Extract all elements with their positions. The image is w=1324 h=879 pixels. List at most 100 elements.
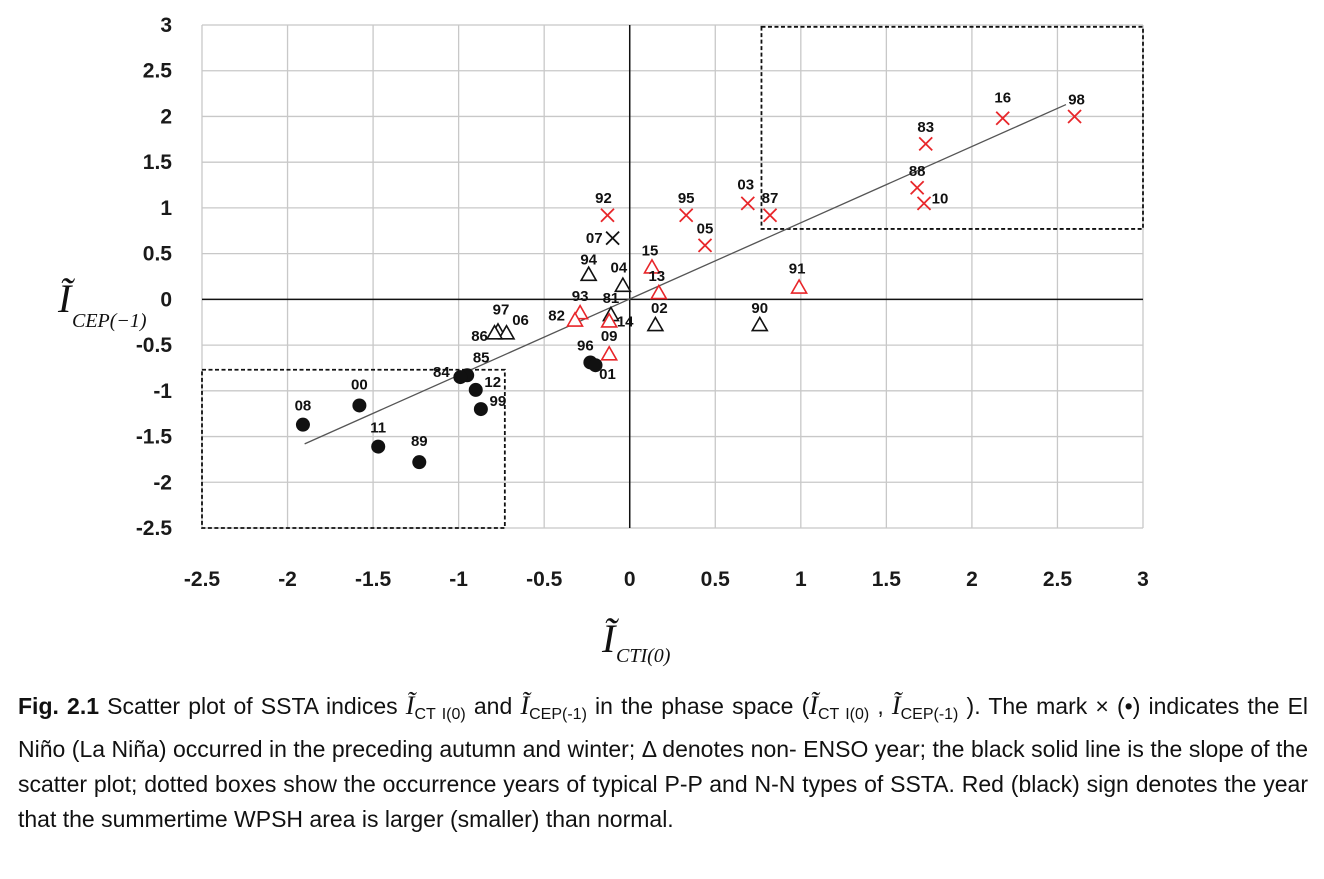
x-tick-label: 0.5: [701, 568, 731, 591]
point-label: 04: [611, 260, 628, 277]
point-00: 00: [351, 376, 368, 413]
x-axis-symbol: Ĩ: [601, 616, 619, 661]
y-axis-label: Ĩ CEP(−1): [57, 276, 147, 332]
point-label: 83: [917, 119, 934, 136]
point-label: 16: [994, 89, 1011, 106]
dot-mark: [468, 382, 483, 397]
x-tick-label: -1.5: [355, 568, 392, 591]
point-label: 89: [411, 433, 428, 450]
regression-line: [304, 103, 1067, 445]
dotted-box: [760, 25, 1144, 230]
caption-symbol-2: Ĩ: [520, 691, 530, 720]
point-label: 11: [370, 420, 386, 437]
figure-caption: Fig. 2.1 Scatter plot of SSTA indices ĨC…: [18, 688, 1308, 837]
y-tick-label: 3: [160, 14, 172, 37]
x-tick-label: 0: [624, 568, 636, 591]
point-label: 94: [580, 252, 597, 269]
point-label: 12: [484, 374, 501, 391]
point-label: 96: [577, 337, 594, 354]
triangle-mark: [600, 345, 619, 361]
point-label: 91: [789, 260, 806, 277]
caption-sub-1: CT I(0): [414, 706, 466, 723]
triangle-mark: [649, 283, 668, 300]
triangle-mark: [790, 278, 808, 294]
triangle-mark: [485, 324, 504, 340]
point-86: 86: [471, 324, 504, 345]
x-mark: [918, 136, 933, 152]
dot-mark: [295, 417, 310, 432]
y-tick-label: -1.5: [136, 426, 173, 449]
point-82: 82: [548, 307, 584, 327]
point-02: 02: [646, 300, 668, 332]
point-label: 10: [932, 190, 949, 207]
point-12: 12: [468, 374, 501, 397]
point-95: 95: [678, 190, 695, 223]
point-label: 90: [751, 300, 768, 317]
point-01: 01: [588, 358, 616, 383]
point-label: 87: [762, 190, 779, 207]
triangle-mark: [646, 315, 665, 332]
point-99: 99: [473, 393, 507, 417]
point-90: 90: [750, 300, 769, 332]
point-label: 05: [697, 220, 714, 237]
point-label: 00: [351, 376, 368, 393]
point-label: 84: [433, 364, 450, 381]
x-mark: [762, 208, 778, 223]
point-06: 06: [497, 312, 529, 340]
point-15: 15: [642, 242, 661, 274]
caption-sub-3: CT I(0): [817, 706, 870, 723]
dot-mark: [588, 358, 603, 373]
triangle-mark: [579, 265, 598, 282]
triangle-mark: [600, 312, 619, 328]
point-label: 97: [493, 301, 510, 318]
point-label: 88: [909, 163, 926, 180]
dot-mark: [371, 439, 386, 454]
regression-line-segment: [304, 103, 1067, 445]
y-tick-label: 0: [160, 288, 172, 311]
point-label: 13: [648, 268, 665, 285]
triangle-mark: [643, 258, 661, 274]
dot-mark: [473, 402, 488, 417]
point-label: 09: [601, 328, 618, 345]
triangle-mark: [497, 324, 516, 340]
point-label: 07: [586, 230, 603, 247]
y-tick-label: -2.5: [136, 517, 173, 540]
caption-text-5: ). The mark × (•) indicates the El Niño …: [18, 693, 1309, 832]
point-label: 01: [599, 366, 616, 383]
caption-text-4: ,: [869, 693, 892, 719]
caption-text-3: in the phase space (: [586, 693, 810, 719]
point-label: 99: [490, 393, 507, 410]
point-09: 09: [600, 328, 619, 361]
x-tick-label: 1.5: [872, 568, 902, 591]
y-tick-label: 1: [160, 197, 172, 220]
dot-mark: [453, 370, 468, 385]
point-94: 94: [579, 252, 598, 282]
y-tick-label: -1: [153, 380, 172, 403]
point-label: 06: [512, 312, 529, 329]
caption-text-2: and: [465, 693, 521, 719]
caption-symbol-1: Ĩ: [405, 691, 415, 720]
x-mark: [605, 230, 620, 246]
point-03: 03: [737, 176, 755, 211]
y-tick-label: 2: [160, 105, 172, 128]
point-14: 14: [600, 312, 634, 330]
point-13: 13: [648, 268, 668, 300]
x-tick-label: 2.5: [1043, 568, 1073, 591]
x-mark: [995, 111, 1010, 126]
caption-symbol-3: Ĩ: [809, 691, 818, 720]
point-16: 16: [994, 89, 1011, 126]
caption-text-1: Scatter plot of SSTA indices: [99, 693, 406, 719]
x-tick-label: -1: [449, 568, 468, 591]
y-tick-label: 2.5: [143, 60, 173, 83]
y-tick-label: 0.5: [143, 243, 173, 266]
point-label: 86: [471, 328, 488, 345]
x-mark: [679, 208, 694, 223]
point-83: 83: [917, 119, 934, 152]
point-92: 92: [595, 190, 615, 223]
x-axis-label: Ĩ CTI(0): [601, 616, 671, 667]
point-label: 93: [572, 288, 589, 305]
point-label: 08: [295, 398, 312, 415]
point-label: 15: [642, 242, 659, 259]
x-tick-label: 3: [1137, 568, 1149, 591]
